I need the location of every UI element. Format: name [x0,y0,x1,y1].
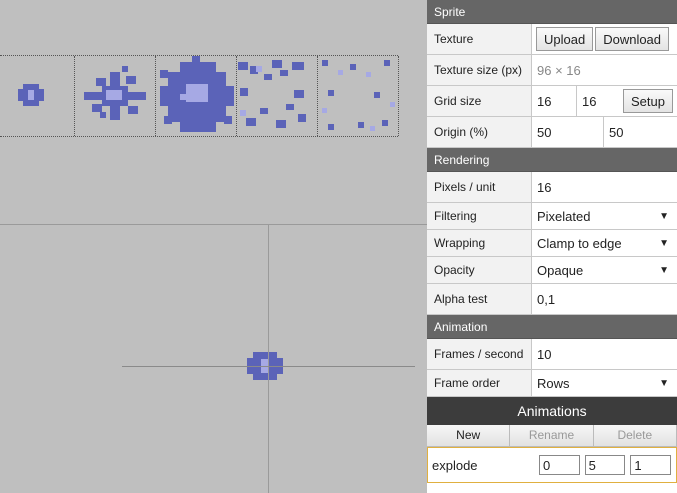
frame-order-value: Rows [537,375,570,391]
filtering-row: Filtering Pixelated ▼ [427,203,677,230]
properties-panel: Sprite Texture Upload Download Texture s… [427,0,677,493]
animation-list-item[interactable]: explode 0 5 1 [427,447,677,483]
frame-separator [74,56,75,136]
rename-animation-button[interactable]: Rename [510,425,594,446]
dropdown-arrow-icon: ▼ [659,264,669,276]
dropdown-arrow-icon: ▼ [659,237,669,249]
origin-row: Origin (%) 50 50 [427,117,677,148]
pixels-unit-row: Pixels / unit 16 [427,172,677,203]
frame-5 [322,60,395,131]
wrapping-row: Wrapping Clamp to edge ▼ [427,230,677,257]
preview-axis-horizontal [122,366,415,367]
upload-button[interactable]: Upload [536,27,594,51]
filtering-select[interactable]: Pixelated ▼ [532,209,677,224]
alpha-test-row: Alpha test 0,1 [427,284,677,315]
setup-button[interactable]: Setup [623,89,673,113]
animation-name[interactable]: explode [432,457,478,473]
fps-row: Frames / second 10 [427,339,677,370]
origin-y-input[interactable]: 50 [609,124,624,140]
alpha-test-input[interactable]: 0,1 [537,291,556,307]
animation-start-frame-input[interactable]: 0 [539,455,580,475]
grid-size-row: Grid size 16 16 Setup [427,86,677,117]
filtering-value: Pixelated [537,208,591,224]
animation-end-frame-input[interactable]: 5 [584,455,626,475]
animation-speed-input[interactable]: 1 [630,455,672,475]
dropdown-arrow-icon: ▼ [659,377,669,389]
frame-separator [317,56,318,136]
texture-size-row: Texture size (px) 96 × 16 [427,55,677,86]
frame-order-row: Frame order Rows ▼ [427,370,677,397]
texture-size-label: Texture size (px) [427,55,532,85]
texture-row: Texture Upload Download [427,24,677,55]
section-rendering-header: Rendering [427,148,677,172]
download-button[interactable]: Download [595,27,670,51]
delete-animation-button[interactable]: Delete [593,425,677,446]
opacity-select[interactable]: Opaque ▼ [532,263,677,278]
texture-size-value: 96 × 16 [537,62,581,78]
section-sprite-header: Sprite [427,0,677,24]
pixels-unit-label: Pixels / unit [427,172,532,202]
grid-height-input[interactable]: 16 [582,93,597,109]
dropdown-arrow-icon: ▼ [659,210,669,222]
animations-header: Animations [427,397,677,425]
frame-2 [84,66,146,120]
opacity-label: Opacity [427,257,532,283]
alpha-test-label: Alpha test [427,284,532,314]
frame-1 [18,84,44,106]
spritesheet-strip[interactable] [0,55,399,137]
fps-label: Frames / second [427,339,532,369]
preview-axis-vertical [268,225,269,493]
origin-label: Origin (%) [427,117,532,147]
fps-input[interactable]: 10 [537,346,552,362]
frame-order-select[interactable]: Rows ▼ [532,376,677,391]
grid-width-input[interactable]: 16 [537,93,552,109]
panel-divider [0,224,427,225]
grid-size-label: Grid size [427,86,532,116]
frame-3 [160,56,234,132]
opacity-value: Opaque [537,262,584,278]
pixels-unit-input[interactable]: 16 [537,179,552,195]
frame-separator [398,56,399,136]
section-animation-header: Animation [427,315,677,339]
wrapping-label: Wrapping [427,230,532,256]
wrapping-select[interactable]: Clamp to edge ▼ [532,236,677,251]
frame-4 [238,60,306,128]
sprite-frames-svg [18,56,395,380]
frame-separator [155,56,156,136]
opacity-row: Opacity Opaque ▼ [427,257,677,284]
frame-separator [236,56,237,136]
sprite-editor-canvas[interactable] [0,0,427,493]
texture-label: Texture [427,24,532,54]
wrapping-value: Clamp to edge [537,235,622,251]
origin-x-input[interactable]: 50 [537,124,552,140]
animations-toolbar: New Rename Delete [427,425,677,447]
frame-order-label: Frame order [427,370,532,396]
filtering-label: Filtering [427,203,532,229]
new-animation-button[interactable]: New [427,425,511,446]
